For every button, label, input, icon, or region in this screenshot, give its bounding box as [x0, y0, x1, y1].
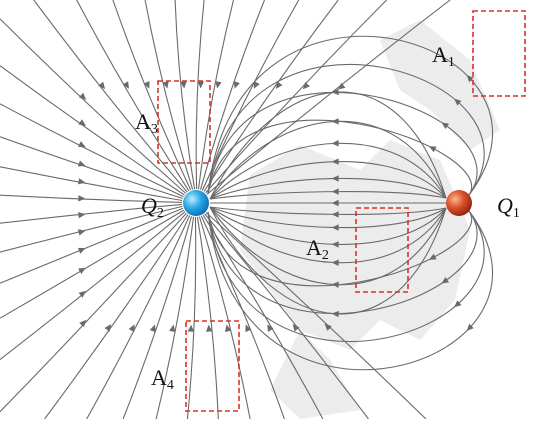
- field-arrow: [169, 325, 175, 332]
- region-a4-letter: A: [151, 365, 167, 390]
- region-a2-letter: A: [306, 235, 322, 260]
- field-line: [196, 0, 204, 189]
- field-arrow: [198, 81, 204, 88]
- region-a4-label: A4: [151, 367, 174, 393]
- region-a3-letter: A: [135, 109, 151, 134]
- charge-q1-label: Q1: [497, 195, 520, 221]
- charge-q1-sphere: [446, 190, 472, 216]
- field-arrow: [78, 268, 86, 274]
- field-arrow: [215, 81, 221, 88]
- field-arrow: [150, 324, 156, 332]
- field-line: [113, 0, 191, 190]
- field-arrow: [78, 195, 85, 201]
- field-arrow: [78, 141, 86, 147]
- region-a1-letter: A: [432, 42, 448, 67]
- region-a4-sub: 4: [167, 378, 174, 393]
- charge-q1-sub: 1: [513, 206, 520, 221]
- charge-q2-sphere: [183, 190, 209, 216]
- field-arrow: [188, 325, 194, 332]
- charge-q2-sub: 2: [157, 206, 164, 221]
- field-line: [87, 216, 190, 420]
- region-a1-sub: 1: [448, 55, 455, 70]
- region-a2-label: A2: [306, 237, 329, 263]
- field-arrow: [78, 212, 85, 218]
- field-arrow: [105, 324, 112, 332]
- region-a3-label: A3: [135, 111, 158, 137]
- field-arrow: [129, 324, 135, 332]
- region-a3-sub: 3: [151, 122, 158, 137]
- region-a1-box: [473, 11, 525, 96]
- charge-q2-label: Q2: [141, 195, 164, 221]
- field-line: [175, 0, 195, 189]
- field-line: [187, 217, 195, 419]
- charge-q2-letter: Q: [141, 193, 157, 218]
- charge-q1-letter: Q: [497, 193, 513, 218]
- field-line: [0, 212, 185, 360]
- field-arrow: [234, 81, 240, 89]
- field-line: [0, 210, 184, 318]
- field-arrow: [332, 140, 339, 146]
- region-a2-sub: 2: [322, 248, 329, 263]
- region-a1-label: A1: [432, 44, 455, 70]
- field-line: [0, 137, 183, 199]
- field-line: [145, 0, 193, 189]
- field-arrow: [78, 160, 86, 166]
